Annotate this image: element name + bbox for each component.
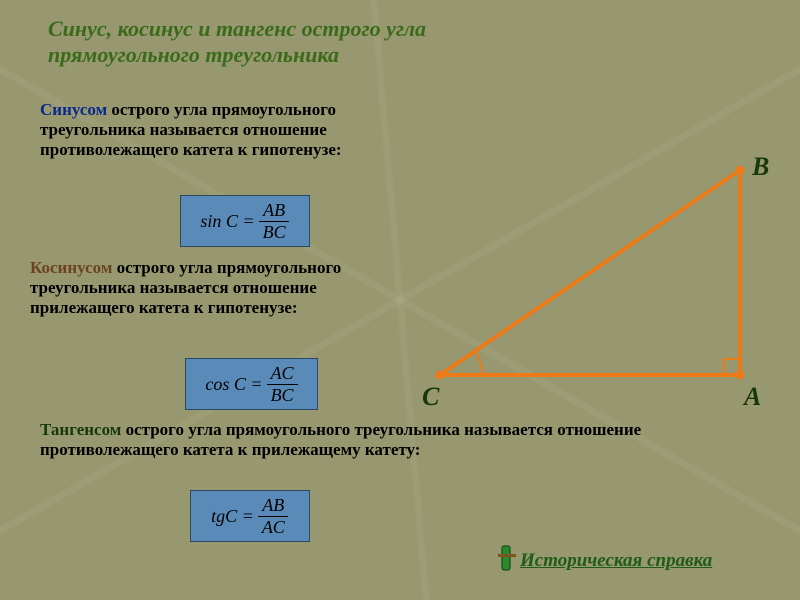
history-link-icon[interactable]: [498, 544, 516, 577]
title-line-2: прямоугольного треугольника: [48, 42, 548, 68]
formula-sin: sin C = AB BC: [180, 195, 310, 247]
definition-sin: Синусом острого угла прямоугольного треу…: [40, 100, 400, 160]
definition-cos: Косинусом острого угла прямоугольного тр…: [30, 258, 390, 318]
formula-sin-fraction: AB BC: [259, 200, 290, 243]
vertex-label-A: A: [744, 382, 761, 412]
formula-tan-den: AC: [258, 517, 289, 538]
formula-tan: tgC = AB AC: [190, 490, 310, 542]
formula-tan-fraction: AB AC: [258, 495, 289, 538]
definition-tan-body: острого угла прямоугольного треугольника…: [40, 420, 641, 459]
formula-sin-den: BC: [259, 222, 290, 243]
definition-tan: Тангенсом острого угла прямоугольного тр…: [40, 420, 660, 460]
formula-tan-lhs: tgC =: [211, 506, 254, 527]
formula-cos-num: AC: [267, 363, 298, 385]
vertex-label-B: B: [752, 152, 769, 182]
right-triangle-diagram: BAC: [420, 140, 780, 400]
formula-cos-lhs: cos C =: [205, 374, 262, 395]
history-link[interactable]: Историческая справка: [520, 550, 712, 572]
formula-cos-fraction: AC BC: [267, 363, 298, 406]
formula-sin-num: AB: [259, 200, 289, 222]
vertex-label-C: C: [422, 382, 439, 412]
title-line-1: Синус, косинус и тангенс острого угла: [48, 16, 548, 42]
formula-tan-num: AB: [258, 495, 288, 517]
formula-cos: cos C = AC BC: [185, 358, 318, 410]
formula-cos-den: BC: [267, 385, 298, 406]
formula-sin-lhs: sin C =: [200, 211, 254, 232]
definition-sin-word: Синусом: [40, 100, 107, 119]
definition-tan-word: Тангенсом: [40, 420, 121, 439]
page-title: Синус, косинус и тангенс острого угла пр…: [48, 16, 548, 68]
definition-cos-word: Косинусом: [30, 258, 112, 277]
